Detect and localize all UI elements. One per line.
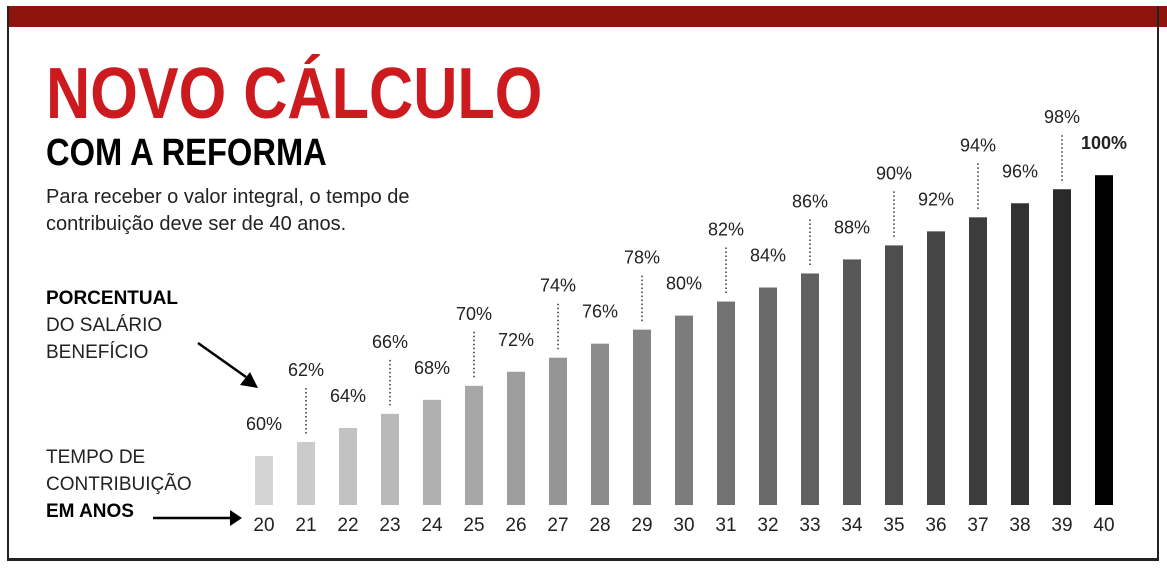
bar-34 — [843, 259, 861, 505]
chart-frame — [7, 6, 1159, 561]
x-tick-label-22: 22 — [337, 515, 358, 536]
x-tick-label-23: 23 — [379, 515, 400, 536]
value-label-22: 64% — [330, 386, 366, 406]
value-label-26: 72% — [498, 330, 534, 350]
value-label-34: 88% — [834, 217, 870, 237]
value-label-39: 98% — [1044, 107, 1080, 127]
bar-35 — [885, 245, 903, 505]
chart-description: Para receber o valor integral, o tempo d… — [46, 186, 410, 235]
bar-32 — [759, 287, 777, 505]
years-label-bold: EM ANOS — [46, 501, 134, 522]
bar-31 — [717, 301, 735, 505]
x-tick-label-24: 24 — [421, 515, 443, 536]
x-tick-label-36: 36 — [925, 515, 946, 536]
bar-22 — [339, 427, 357, 505]
bar-38 — [1011, 203, 1029, 505]
percent-label-line2: DO SALÁRIO — [46, 315, 163, 336]
bar-30 — [675, 315, 693, 505]
chart-title: NOVO CÁLCULO — [46, 54, 543, 134]
x-tick-label-26: 26 — [505, 515, 526, 536]
years-arrow-icon — [153, 510, 242, 526]
bar-26 — [507, 371, 525, 505]
bar-27 — [549, 357, 567, 505]
x-tick-label-35: 35 — [883, 515, 904, 536]
bar-23 — [381, 413, 399, 505]
bar-37 — [969, 217, 987, 505]
x-tick-label-29: 29 — [631, 515, 652, 536]
bar-29 — [633, 329, 651, 505]
value-label-35: 90% — [876, 163, 912, 183]
value-label-31: 82% — [708, 220, 744, 240]
value-label-25: 70% — [456, 304, 492, 324]
value-label-28: 76% — [582, 302, 618, 322]
chart-subtitle: COM A REFORMA — [46, 132, 327, 174]
top-accent-bar — [7, 6, 1167, 27]
value-label-36: 92% — [918, 189, 954, 209]
years-axis-label: TEMPO DE CONTRIBUIÇÃO EM ANOS — [46, 444, 192, 525]
bar-24 — [423, 399, 441, 505]
bar-21 — [297, 441, 315, 505]
value-label-32: 84% — [750, 246, 786, 266]
x-tick-label-34: 34 — [841, 515, 863, 536]
value-label-23: 66% — [372, 332, 408, 352]
value-label-24: 68% — [414, 358, 450, 378]
value-label-33: 86% — [792, 191, 828, 211]
value-label-29: 78% — [624, 248, 660, 268]
x-tick-label-38: 38 — [1009, 515, 1030, 536]
bar-33 — [801, 273, 819, 505]
percent-arrow-icon — [197, 341, 258, 388]
x-tick-label-25: 25 — [463, 515, 484, 536]
value-label-20: 60% — [246, 414, 282, 434]
value-label-27: 74% — [540, 276, 576, 296]
percent-label-line3: BENEFÍCIO — [46, 342, 149, 363]
x-tick-label-33: 33 — [799, 515, 820, 536]
x-tick-label-31: 31 — [715, 515, 736, 536]
years-label-line2: CONTRIBUIÇÃO — [46, 474, 192, 495]
bar-39 — [1053, 189, 1071, 506]
years-label-line1: TEMPO DE — [46, 447, 146, 468]
x-tick-label-32: 32 — [757, 515, 778, 536]
x-tick-label-20: 20 — [253, 515, 274, 536]
value-label-21: 62% — [288, 360, 324, 380]
bar-20 — [255, 456, 273, 505]
value-label-30: 80% — [666, 274, 702, 294]
percent-label-bold: PORCENTUAL — [46, 288, 178, 309]
value-label-37: 94% — [960, 135, 996, 155]
value-label-38: 96% — [1002, 161, 1038, 181]
x-tick-label-21: 21 — [295, 515, 316, 536]
x-tick-label-37: 37 — [967, 515, 988, 536]
bar-25 — [465, 385, 483, 505]
x-tick-label-27: 27 — [547, 515, 568, 536]
x-tick-label-40: 40 — [1093, 515, 1114, 536]
percent-axis-label: PORCENTUAL DO SALÁRIO BENEFÍCIO — [46, 285, 178, 366]
bar-36 — [927, 231, 945, 506]
bar-28 — [591, 343, 609, 505]
bar-40 — [1095, 175, 1113, 505]
x-tick-label-28: 28 — [589, 515, 610, 536]
value-label-40: 100% — [1081, 133, 1127, 153]
x-tick-label-30: 30 — [673, 515, 694, 536]
x-tick-label-39: 39 — [1051, 515, 1072, 536]
